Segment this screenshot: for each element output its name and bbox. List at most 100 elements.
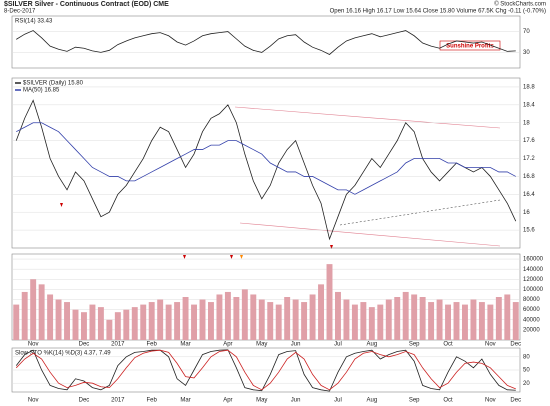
x-tick-label: Dec (510, 398, 521, 404)
x-tick-label: Apr (223, 398, 232, 404)
bar (453, 302, 460, 340)
x-tick-label: Oct (443, 398, 453, 404)
bar (275, 304, 282, 340)
bar (191, 304, 197, 340)
line (16, 30, 516, 55)
bar (140, 304, 147, 340)
x-tick-label: Aug (366, 398, 377, 404)
line (16, 122, 516, 195)
bar (21, 291, 28, 340)
bar (326, 264, 333, 340)
bar (55, 299, 62, 340)
bar (419, 297, 426, 340)
bar (504, 294, 511, 340)
x-tick-label: Jul (334, 398, 342, 404)
watermark: Sunshine Profits (446, 44, 494, 50)
bar (199, 299, 206, 340)
bar (394, 297, 401, 340)
bar (318, 284, 324, 340)
legend-label: $SILVER (Daily) 15.80 (23, 81, 84, 87)
trend-line (234, 106, 501, 129)
bar (216, 294, 223, 340)
bar (89, 304, 96, 340)
y-tick-label: 80 (523, 354, 530, 360)
bar (478, 302, 485, 340)
y-tick-label: 20 (523, 381, 530, 387)
bar (13, 304, 20, 340)
y-tick-label: 16 (523, 210, 530, 216)
bar (385, 299, 392, 340)
y-tick-label: 16.8 (523, 174, 535, 180)
bar (38, 284, 45, 340)
panel-title: RSI(14) 33.43 (15, 19, 53, 25)
bar (250, 294, 257, 340)
trend-line (239, 222, 501, 247)
panel-title: Slow STO %K(14) %D(3) 4.37, 7.49 (15, 351, 111, 357)
bar (165, 304, 172, 340)
x-tick-label: Feb (147, 342, 158, 348)
bar (462, 304, 468, 340)
bar (292, 299, 299, 340)
x-tick-label: Nov (28, 398, 39, 404)
y-tick-label: 100000 (523, 287, 544, 293)
x-tick-label: 2017 (111, 342, 125, 348)
x-tick-label: Dec (510, 342, 521, 348)
line (15, 349, 516, 391)
chart-title: $SILVER Silver - Continuous Contract (EO… (4, 1, 169, 8)
x-tick-label: 2017 (111, 398, 125, 404)
bar (436, 299, 443, 340)
y-tick-label: 50 (523, 368, 530, 374)
bar (241, 289, 248, 340)
x-tick-label: Jun (291, 398, 301, 404)
x-tick-label: Dec (79, 342, 90, 348)
bar (309, 294, 316, 340)
bar (97, 307, 104, 340)
x-tick-label: Sep (409, 342, 420, 348)
bar (360, 302, 367, 340)
bar (351, 304, 358, 340)
bar (174, 302, 181, 340)
bar (157, 299, 164, 340)
x-tick-label: Nov (485, 342, 496, 348)
panel (11, 77, 521, 249)
legend-label: MA(50) 16.85 (23, 88, 60, 94)
x-tick-label: Mar (180, 342, 190, 348)
bar (301, 302, 308, 340)
bar (233, 297, 240, 340)
y-tick-label: 17.6 (523, 138, 535, 144)
x-tick-label: Dec (79, 398, 90, 404)
bar (495, 297, 502, 340)
date: 8-Dec-2017 (4, 9, 36, 15)
bar (512, 302, 519, 340)
bar (114, 312, 121, 340)
bar (402, 291, 409, 340)
y-tick-label: 30 (523, 50, 530, 56)
bar (123, 309, 130, 340)
bar (368, 307, 375, 340)
y-tick-label: 140000 (523, 267, 544, 273)
y-tick-label: 80000 (523, 297, 540, 303)
bar (64, 302, 70, 340)
bar (30, 279, 37, 340)
y-tick-label: 17.2 (523, 156, 535, 162)
bar (445, 304, 451, 340)
y-tick-label: 70 (523, 29, 530, 35)
y-tick-label: 16.4 (523, 192, 535, 198)
y-tick-label: 18.8 (523, 85, 535, 91)
bar (148, 302, 155, 340)
bar (428, 302, 435, 340)
bar (258, 299, 265, 340)
x-tick-label: Nov (28, 342, 39, 348)
watermark-box (439, 40, 501, 51)
x-tick-label: Apr (223, 342, 232, 348)
bar (377, 304, 384, 340)
bar (470, 299, 477, 340)
bar (335, 291, 341, 340)
x-tick-label: Sep (409, 398, 420, 404)
bar (208, 302, 214, 340)
x-tick-label: Feb (147, 398, 158, 404)
x-tick-label: Nov (485, 398, 496, 404)
y-tick-label: 18.4 (523, 102, 535, 108)
bar (343, 299, 350, 340)
